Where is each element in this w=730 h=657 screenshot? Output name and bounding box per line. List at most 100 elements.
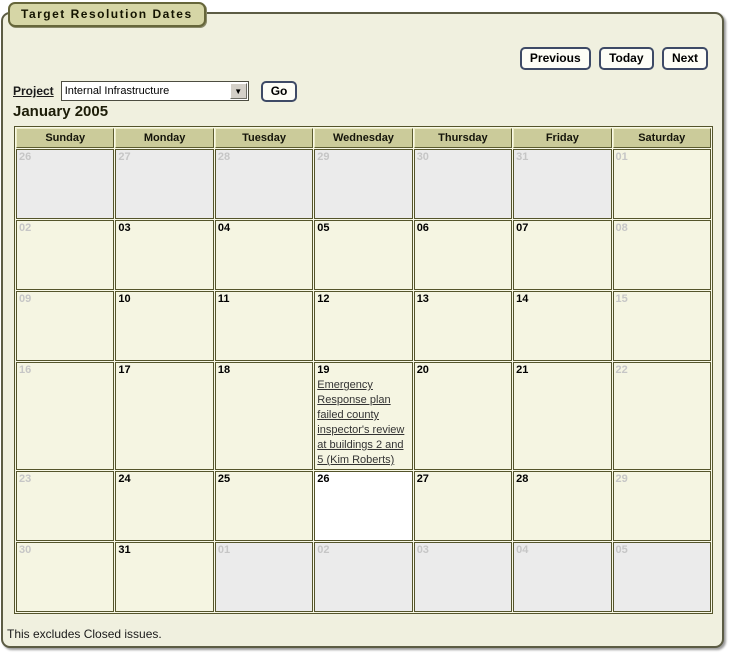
calendar-day-cell: 09 (16, 291, 115, 361)
day-header-tuesday: Tuesday (214, 128, 314, 148)
calendar-day-cell: 31 (115, 542, 214, 612)
day-number: 12 (317, 293, 330, 305)
calendar-day-cell: 15 (612, 291, 711, 361)
calendar-day-cell: 03 (413, 542, 513, 612)
calendar-week-row: 16 17 18 19 Emergency Response plan failed c… (16, 362, 711, 470)
calendar-day-cell: 04 (214, 220, 314, 290)
calendar-day-cell: 03 (115, 220, 214, 290)
day-number: 29 (615, 473, 628, 485)
project-link[interactable]: Project (13, 84, 54, 98)
day-number: 31 (516, 151, 529, 163)
calendar-day-cell: 30 (16, 542, 115, 612)
calendar-day-cell: 18 (214, 362, 314, 470)
day-header-wednesday: Wednesday (314, 128, 413, 148)
month-title: January 2005 (13, 103, 109, 120)
calendar-panel: Previous Today Next Project Internal Inf… (1, 12, 724, 648)
day-number: 13 (416, 293, 429, 305)
calendar-day-cell: 02 (314, 542, 413, 612)
day-number: 16 (19, 364, 32, 376)
day-number: 30 (416, 151, 429, 163)
day-number: 14 (516, 293, 529, 305)
calendar-day-cell: 07 (513, 220, 612, 290)
project-select-value: Internal Infrastructure (64, 85, 170, 97)
day-number: 28 (516, 473, 529, 485)
previous-button[interactable]: Previous (519, 47, 591, 70)
today-button[interactable]: Today (599, 47, 654, 70)
calendar-day-cell: 17 (115, 362, 214, 470)
calendar-day-cell: 13 (413, 291, 513, 361)
project-select[interactable]: Internal Infrastructure ▼ (60, 81, 249, 101)
page-tab: Target Resolution Dates (8, 2, 206, 27)
chevron-down-icon[interactable]: ▼ (229, 83, 247, 99)
next-button[interactable]: Next (661, 47, 708, 70)
calendar-day-cell: 12 (314, 291, 413, 361)
calendar-day-cell: 19 Emergency Response plan failed county … (314, 362, 413, 470)
calendar-day-cell: 27 (413, 471, 513, 541)
day-number: 04 (217, 222, 231, 234)
day-number: 11 (217, 293, 230, 305)
day-number: 01 (615, 151, 628, 163)
day-number: 08 (615, 222, 628, 234)
calendar-day-cell: 28 (513, 471, 612, 541)
calendar-day-cell: 04 (513, 542, 612, 612)
calendar-week-row: 30 31 01 02 03 04 05 (16, 542, 711, 612)
calendar-week-row: 26 27 28 29 30 31 01 (16, 149, 711, 219)
day-number: 21 (516, 364, 529, 376)
day-header-friday: Friday (513, 128, 612, 148)
day-number: 29 (317, 151, 330, 163)
calendar-day-cell: 29 (612, 471, 711, 541)
day-number: 07 (516, 222, 529, 234)
calendar-day-cell: 29 (314, 149, 413, 219)
calendar-day-cell: 10 (115, 291, 214, 361)
calendar-day-cell: 14 (513, 291, 612, 361)
calendar-nav-toolbar: Previous Today Next (516, 47, 708, 70)
calendar-week-row: 09 10 11 12 13 14 15 (16, 291, 711, 361)
calendar-day-cell: 06 (413, 220, 513, 290)
day-number: 22 (615, 364, 628, 376)
calendar-day-cell: 20 (413, 362, 513, 470)
day-number: 17 (118, 364, 131, 376)
day-number: 27 (118, 151, 131, 163)
calendar-day-cell: 05 (314, 220, 413, 290)
calendar-day-cell: 28 (214, 149, 314, 219)
calendar-day-cell: 11 (214, 291, 314, 361)
page-title: Target Resolution Dates (21, 7, 193, 21)
day-number: 27 (416, 473, 429, 485)
calendar-day-cell: 27 (115, 149, 214, 219)
day-number: 26 (317, 473, 330, 485)
day-number: 23 (19, 473, 32, 485)
calendar-week-row: 23 24 25 26 27 28 29 (16, 471, 711, 541)
event-link[interactable]: Emergency Response plan failed county in… (317, 379, 405, 466)
calendar-week-row: 02 03 04 05 06 07 08 (16, 220, 711, 290)
day-number: 03 (416, 544, 429, 556)
calendar-day-cell: 05 (612, 542, 711, 612)
calendar-day-cell: 31 (513, 149, 612, 219)
calendar-day-cell: 23 (16, 471, 115, 541)
footer-note: This excludes Closed issues. (7, 627, 162, 641)
day-number: 30 (19, 544, 32, 556)
day-header-row: Sunday Monday Tuesday Wednesday Thursday… (16, 128, 711, 148)
day-header-saturday: Saturday (612, 128, 711, 148)
day-number: 03 (118, 222, 131, 234)
day-number: 02 (317, 544, 330, 556)
calendar-day-cell: 22 (612, 362, 711, 470)
calendar-day-cell: 08 (612, 220, 711, 290)
day-number: 19 (317, 364, 330, 376)
calendar-day-cell: 01 (612, 149, 711, 219)
day-number: 24 (118, 473, 131, 485)
calendar-day-cell: 25 (214, 471, 314, 541)
calendar-day-cell: 21 (513, 362, 612, 470)
day-number: 25 (217, 473, 231, 485)
calendar-day-cell: 24 (115, 471, 214, 541)
day-number: 15 (615, 293, 628, 305)
day-header-thursday: Thursday (413, 128, 513, 148)
calendar-day-cell: 01 (214, 542, 314, 612)
calendar-day-cell: 26 (314, 471, 413, 541)
day-number: 05 (317, 222, 330, 234)
go-button[interactable]: Go (260, 80, 298, 102)
calendar-body: 26 27 28 29 30 31 01 02 03 04 05 06 07 08 09 10 11 12 13 14… (16, 149, 711, 612)
day-number: 28 (217, 151, 231, 163)
day-number: 20 (416, 364, 429, 376)
day-number: 26 (19, 151, 32, 163)
day-number: 31 (118, 544, 131, 556)
